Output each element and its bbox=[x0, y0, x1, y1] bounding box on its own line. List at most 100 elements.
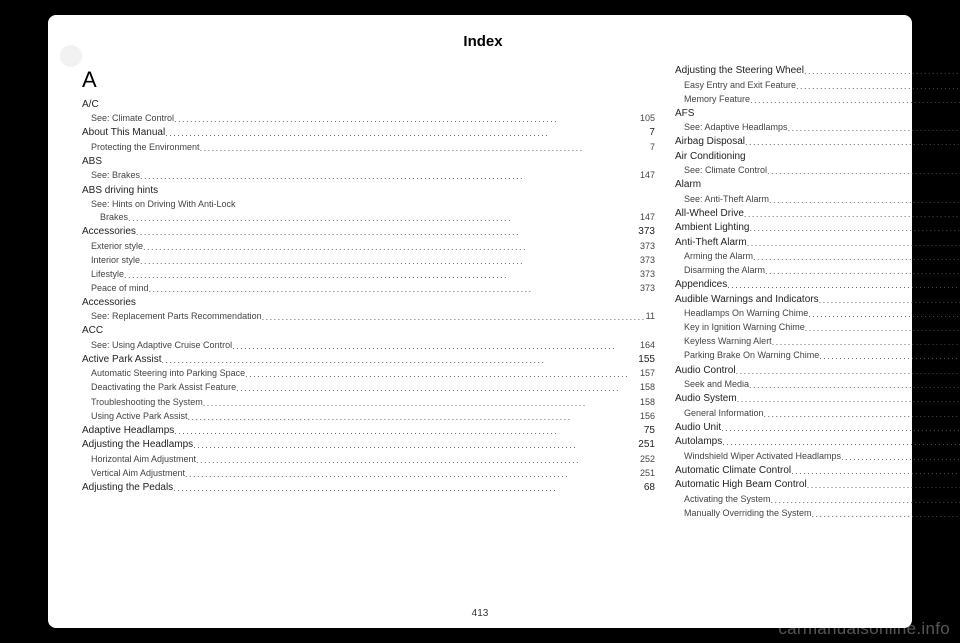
entry-label: Ambient Lighting bbox=[675, 221, 750, 236]
entry-label: All-Wheel Drive bbox=[675, 207, 744, 222]
index-entry: All-Wheel Drive.........................… bbox=[675, 207, 960, 222]
entry-label: Manually Overriding the System bbox=[684, 507, 812, 521]
entry-leader: ........................................… bbox=[124, 268, 640, 282]
index-entry: A/C bbox=[82, 98, 655, 113]
entry-leader: ........................................… bbox=[188, 410, 640, 424]
entry-label: Alarm bbox=[675, 178, 701, 193]
index-subentry: See: Using Adaptive Cruise Control......… bbox=[82, 339, 655, 353]
entry-page: 158 bbox=[640, 396, 655, 410]
entry-leader: ........................................… bbox=[788, 121, 960, 135]
index-subentry: Peace of mind...........................… bbox=[82, 282, 655, 296]
entry-leader: ........................................… bbox=[140, 254, 640, 268]
entry-leader: ........................................… bbox=[805, 321, 960, 335]
entry-label: Memory Feature bbox=[684, 93, 750, 107]
entry-page: 251 bbox=[638, 438, 655, 453]
entry-label: Adjusting the Headlamps bbox=[82, 438, 193, 453]
index-subentry: Windshield Wiper Activated Headlamps....… bbox=[675, 450, 960, 464]
entry-page: 147 bbox=[640, 169, 655, 183]
entry-label: Automatic High Beam Control bbox=[675, 478, 807, 493]
entry-leader: ........................................… bbox=[165, 126, 649, 141]
entry-leader: ........................................… bbox=[791, 464, 960, 479]
index-entry: ACC bbox=[82, 324, 655, 339]
index-subentry: Interior style..........................… bbox=[82, 254, 655, 268]
entry-leader: ........................................… bbox=[819, 349, 960, 363]
entry-leader: ........................................… bbox=[722, 435, 960, 450]
entry-label: Windshield Wiper Activated Headlamps bbox=[684, 450, 841, 464]
entry-leader: ........................................… bbox=[174, 424, 644, 439]
entry-leader: ........................................… bbox=[143, 240, 640, 254]
entry-label: ACC bbox=[82, 324, 103, 339]
entry-leader: ........................................… bbox=[193, 438, 638, 453]
entry-label: ABS driving hints bbox=[82, 184, 158, 199]
entry-label: ABS bbox=[82, 155, 102, 170]
index-subentry: See: Adaptive Headlamps.................… bbox=[675, 121, 960, 135]
entry-label: Headlamps On Warning Chime bbox=[684, 307, 808, 321]
index-entry: ABS driving hints bbox=[82, 184, 655, 199]
entry-label: Easy Entry and Exit Feature bbox=[684, 79, 796, 93]
entry-label: Audio System bbox=[675, 392, 737, 407]
entry-leader: ........................................… bbox=[808, 307, 960, 321]
index-entry: Adjusting the Headlamps.................… bbox=[82, 438, 655, 453]
entry-label: Audible Warnings and Indicators bbox=[675, 293, 819, 308]
index-entry: Automatic High Beam Control.............… bbox=[675, 478, 960, 493]
entry-leader: ........................................… bbox=[161, 353, 638, 368]
entry-leader: ........................................… bbox=[185, 467, 640, 481]
index-column: Adjusting the Steering Wheel............… bbox=[675, 64, 960, 521]
entry-page: 158 bbox=[640, 381, 655, 395]
index-subentry: Seek and Media..........................… bbox=[675, 378, 960, 392]
entry-page: 157 bbox=[640, 367, 655, 381]
entry-label: Accessories bbox=[82, 296, 136, 311]
index-entry: Ambient Lighting........................… bbox=[675, 221, 960, 236]
entry-leader: ........................................… bbox=[749, 221, 960, 236]
page-number: 413 bbox=[48, 608, 912, 619]
entry-page: 373 bbox=[640, 282, 655, 296]
index-entry: Appendices..............................… bbox=[675, 278, 960, 293]
index-subentry: Horizontal Aim Adjustment...............… bbox=[82, 453, 655, 467]
entry-label: See: Using Adaptive Cruise Control bbox=[91, 339, 232, 353]
index-subentry: See: Anti-Theft Alarm...................… bbox=[675, 193, 960, 207]
index-entry: About This Manual.......................… bbox=[82, 126, 655, 141]
entry-page: 164 bbox=[640, 339, 655, 353]
entry-label: Using Active Park Assist bbox=[91, 410, 188, 424]
index-entry: Airbag Disposal.........................… bbox=[675, 135, 960, 150]
entry-leader: ........................................… bbox=[136, 225, 638, 240]
entry-leader: ........................................… bbox=[804, 64, 960, 79]
index-letter: A bbox=[82, 64, 655, 96]
entry-label: Accessories bbox=[82, 225, 136, 240]
entry-leader: ........................................… bbox=[174, 112, 640, 126]
entry-label: Lifestyle bbox=[91, 268, 124, 282]
entry-leader: ........................................… bbox=[236, 381, 640, 395]
index-entry: Audio System............................… bbox=[675, 392, 960, 407]
index-subentry: Headlamps On Warning Chime..............… bbox=[675, 307, 960, 321]
entry-leader: ........................................… bbox=[744, 207, 960, 222]
entry-leader: ........................................… bbox=[796, 79, 960, 93]
index-subentry: Arming the Alarm........................… bbox=[675, 250, 960, 264]
index-subentry: General Information.....................… bbox=[675, 407, 960, 421]
entry-leader: ........................................… bbox=[736, 364, 960, 379]
entry-leader: ........................................… bbox=[149, 282, 640, 296]
index-entry: Accessories.............................… bbox=[82, 225, 655, 240]
index-entry: Automatic Climate Control...............… bbox=[675, 464, 960, 479]
entry-label: Seek and Media bbox=[684, 378, 749, 392]
entry-leader: ........................................… bbox=[765, 264, 960, 278]
entry-leader: ........................................… bbox=[769, 193, 960, 207]
entry-page: 7 bbox=[650, 141, 655, 155]
entry-label: See: Adaptive Headlamps bbox=[684, 121, 788, 135]
entry-leader: ........................................… bbox=[262, 310, 646, 324]
index-subentry: Protecting the Environment..............… bbox=[82, 141, 655, 155]
entry-label: Interior style bbox=[91, 254, 140, 268]
index-entry: Alarm bbox=[675, 178, 960, 193]
index-subentry: Memory Feature..........................… bbox=[675, 93, 960, 107]
entry-page: 373 bbox=[640, 240, 655, 254]
entry-label: Appendices bbox=[675, 278, 727, 293]
entry-leader: ........................................… bbox=[200, 141, 650, 155]
entry-leader: ........................................… bbox=[749, 378, 960, 392]
entry-page: 373 bbox=[640, 254, 655, 268]
index-subentry: Disarming the Alarm.....................… bbox=[675, 264, 960, 278]
entry-label: See: Brakes bbox=[91, 169, 140, 183]
entry-page: 147 bbox=[640, 211, 655, 225]
entry-leader: ........................................… bbox=[232, 339, 640, 353]
entry-leader: ........................................… bbox=[140, 169, 640, 183]
entry-leader: ........................................… bbox=[753, 250, 960, 264]
index-entry: Adjusting the Steering Wheel............… bbox=[675, 64, 960, 79]
